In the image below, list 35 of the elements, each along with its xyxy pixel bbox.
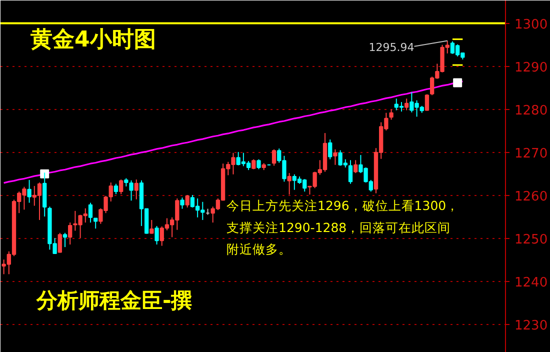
candlestick xyxy=(328,138,332,160)
candlestick xyxy=(389,108,394,120)
candlestick xyxy=(58,232,62,254)
candlestick xyxy=(62,232,68,248)
candlestick xyxy=(114,183,118,195)
y-tick-label: 1250 xyxy=(514,232,548,248)
candlestick xyxy=(404,98,409,111)
y-tick-label: 1240 xyxy=(514,276,548,290)
annotation: 今日上方先关注1296，破位上看1300，支撑关注1290-1288，回落可在此区间附近做多。 xyxy=(226,198,460,256)
y-tick-label: 1260 xyxy=(514,189,548,204)
candlestick xyxy=(68,222,72,245)
candlestick xyxy=(88,202,93,224)
candlestick xyxy=(348,160,353,184)
candlestick xyxy=(256,158,261,170)
candlestick xyxy=(154,225,159,245)
annotation: 1295.94 xyxy=(368,40,414,54)
candlestick xyxy=(185,194,190,208)
y-tick-label: 1280 xyxy=(514,103,548,118)
y-tick-label: 1230 xyxy=(514,318,548,334)
candlestick xyxy=(42,172,47,218)
y-tick-label: 1290 xyxy=(514,60,548,76)
candlestick xyxy=(333,148,338,166)
text: 黄金4小时图 xyxy=(30,28,156,52)
y-tick-label: 1270 xyxy=(514,146,548,162)
candlestick xyxy=(354,160,358,174)
candlestick xyxy=(150,219,154,234)
candlestick xyxy=(27,179,32,204)
annotation: 分析师程金臣-撰 xyxy=(36,288,192,312)
candlestick xyxy=(94,218,98,230)
candlestick xyxy=(287,172,292,196)
candlestick xyxy=(180,197,184,210)
candlestick xyxy=(118,179,124,195)
candlestick xyxy=(272,148,276,166)
candlestick xyxy=(134,179,138,200)
y-tick-label: 1300 xyxy=(514,17,548,32)
